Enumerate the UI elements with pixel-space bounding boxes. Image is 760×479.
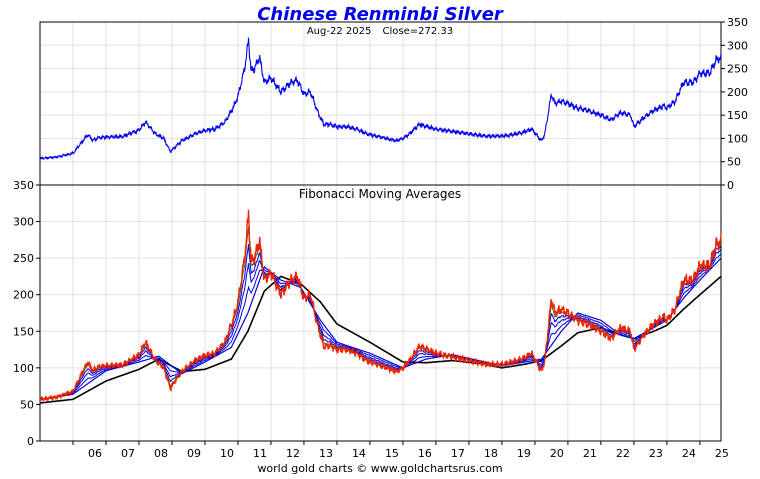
top-panel-y-axis: 0 50 100 150 200 250 300 350 <box>721 16 748 192</box>
x-tick-label: 07 <box>121 447 135 460</box>
x-tick-label: 16 <box>418 447 432 460</box>
x-tick-label: 08 <box>154 447 168 460</box>
price-line-red <box>39 209 722 403</box>
chart-title: Chinese Renminbi Silver <box>257 4 504 25</box>
x-tick-label: 12 <box>286 447 300 460</box>
top-panel-series <box>39 37 722 161</box>
top-y-tick-label: 350 <box>727 16 748 29</box>
chart-subtitle: Aug-22 2025 Close=272.33 <box>307 26 453 37</box>
top-y-tick-label: 50 <box>727 156 741 169</box>
bottom-y-tick-label: 100 <box>13 362 34 375</box>
top-panel-grid <box>40 21 721 186</box>
top-y-tick-label: 250 <box>727 63 748 76</box>
bottom-y-tick-label: 150 <box>13 325 34 338</box>
x-tick-label: 22 <box>616 447 630 460</box>
panel-title-fibonacci: Fibonacci Moving Averages <box>299 187 461 201</box>
top-y-tick-label: 0 <box>727 179 734 192</box>
top-y-tick-label: 100 <box>727 132 748 145</box>
top-y-tick-label: 300 <box>727 39 748 52</box>
x-tick-label: 24 <box>682 447 696 460</box>
price-line <box>39 37 722 161</box>
bottom-panel-grid <box>40 184 721 442</box>
x-tick-label: 18 <box>484 447 498 460</box>
bottom-panel-frame <box>39 184 722 442</box>
bottom-y-tick-label: 300 <box>13 216 34 229</box>
footer-credit: world gold charts © www.goldchartsrus.co… <box>257 462 502 475</box>
x-tick-label: 20 <box>550 447 564 460</box>
x-tick-label: 13 <box>319 447 333 460</box>
close-label: Close=272.33 <box>383 26 454 37</box>
bottom-y-tick-label: 200 <box>13 289 34 302</box>
bottom-panel-y-axis: 0 50 100 150 200 250 300 350 <box>13 179 40 448</box>
x-tick-label: 09 <box>187 447 201 460</box>
x-tick-label: 14 <box>352 447 366 460</box>
x-tick-label: 06 <box>88 447 102 460</box>
date-label: Aug-22 2025 <box>307 26 372 37</box>
x-axis: 06 07 08 09 10 11 12 13 14 15 16 17 18 19 20 21 22 23 24 25 <box>72 441 729 460</box>
top-y-tick-label: 200 <box>727 86 748 99</box>
bottom-y-tick-label: 250 <box>13 252 34 265</box>
bottom-panel-series <box>39 209 722 404</box>
x-tick-label: 19 <box>517 447 531 460</box>
top-y-tick-label: 150 <box>727 109 748 122</box>
x-tick-label: 23 <box>649 447 663 460</box>
x-tick-label: 17 <box>451 447 465 460</box>
x-tick-label: 11 <box>253 447 267 460</box>
x-tick-label: 21 <box>583 447 597 460</box>
bottom-y-tick-label: 350 <box>13 179 34 192</box>
bottom-y-tick-label: 50 <box>20 398 34 411</box>
x-tick-label: 10 <box>220 447 234 460</box>
bottom-y-tick-label: 0 <box>27 435 34 448</box>
x-tick-label: 25 <box>715 447 729 460</box>
x-tick-label: 15 <box>385 447 399 460</box>
